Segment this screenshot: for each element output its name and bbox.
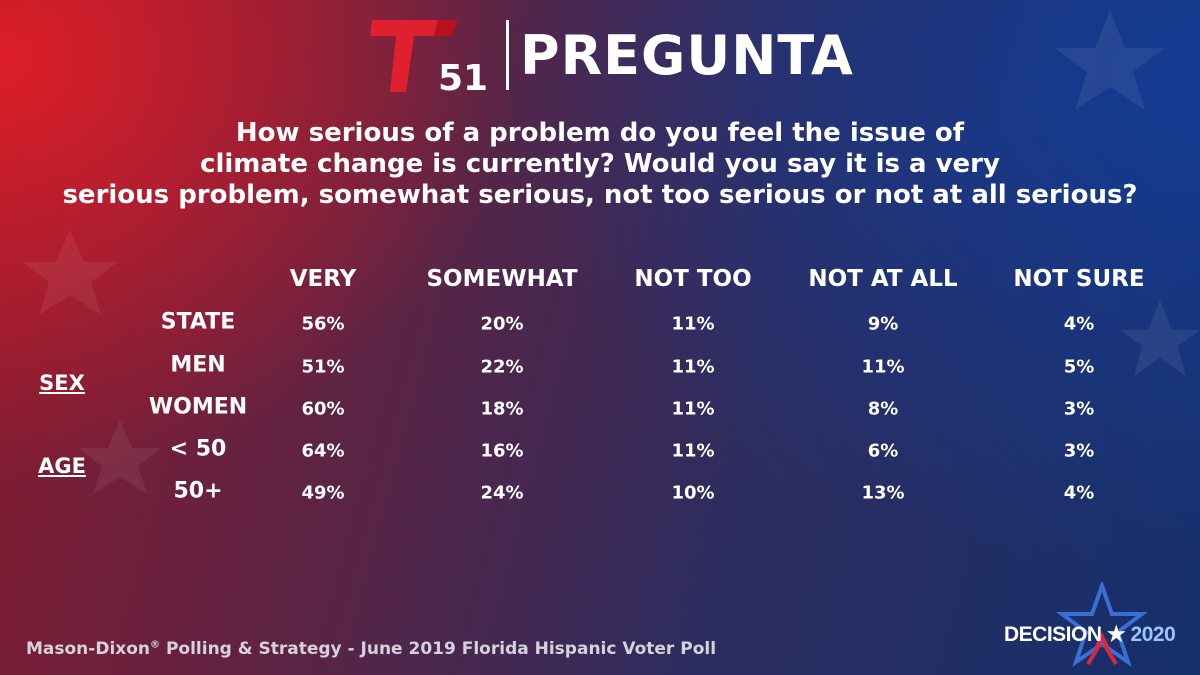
table-cell: 18% bbox=[480, 398, 524, 420]
column-header: NOT SURE bbox=[1013, 266, 1145, 292]
table-cell: 51% bbox=[301, 356, 345, 378]
question-line: serious problem, somewhat serious, not t… bbox=[62, 180, 1138, 210]
decision-2020-star-icon bbox=[1056, 582, 1148, 668]
row-label: 50+ bbox=[173, 478, 223, 504]
table-cell: 11% bbox=[671, 356, 715, 378]
registered-mark: ® bbox=[150, 639, 161, 651]
source-footer: Mason-Dixon® Polling & Strategy - June 2… bbox=[26, 639, 716, 659]
table-cell: 11% bbox=[671, 313, 715, 335]
row-label: < 50 bbox=[169, 436, 227, 462]
table-cell: 60% bbox=[301, 398, 345, 420]
logo-divider bbox=[506, 20, 509, 90]
table-cell: 11% bbox=[671, 440, 715, 462]
page-title: PREGUNTA bbox=[520, 24, 854, 87]
table-cell: 22% bbox=[480, 356, 524, 378]
table-cell: 3% bbox=[1063, 440, 1095, 462]
row-label: MEN bbox=[170, 352, 226, 378]
badge-year: 2020 bbox=[1130, 623, 1176, 646]
table-cell: 4% bbox=[1063, 482, 1095, 504]
poll-question: How serious of a problem do you feel the… bbox=[40, 118, 1160, 211]
row-label: STATE bbox=[160, 309, 236, 335]
table-cell: 5% bbox=[1063, 356, 1095, 378]
table-cell: 20% bbox=[480, 313, 524, 335]
group-label: SEX bbox=[39, 371, 85, 395]
table-cell: 11% bbox=[861, 356, 905, 378]
table-cell: 16% bbox=[480, 440, 524, 462]
table-cell: 49% bbox=[301, 482, 345, 504]
question-line: How serious of a problem do you feel the… bbox=[235, 118, 965, 148]
row-label: WOMEN bbox=[148, 394, 248, 420]
group-label: AGE bbox=[38, 454, 86, 478]
table-cell: 11% bbox=[671, 398, 715, 420]
table-cell: 24% bbox=[480, 482, 524, 504]
table-cell: 9% bbox=[867, 313, 899, 335]
logo-number: 51 bbox=[438, 58, 488, 96]
table-cell: 56% bbox=[301, 313, 345, 335]
column-header: VERY bbox=[289, 266, 357, 292]
telemundo-logo: 51 bbox=[370, 20, 488, 96]
column-header: SOMEWHAT bbox=[426, 266, 578, 292]
table-cell: 4% bbox=[1063, 313, 1095, 335]
table-cell: 10% bbox=[671, 482, 715, 504]
badge-star: ★ bbox=[1106, 623, 1126, 646]
column-header: NOT AT ALL bbox=[808, 266, 958, 292]
table-cell: 3% bbox=[1063, 398, 1095, 420]
decision-2020-badge: DECISION ★ 2020 bbox=[1004, 622, 1176, 647]
question-line: climate change is currently? Would you s… bbox=[200, 149, 1000, 179]
column-header: NOT TOO bbox=[634, 266, 752, 292]
table-cell: 64% bbox=[301, 440, 345, 462]
table-cell: 6% bbox=[867, 440, 899, 462]
table-cell: 8% bbox=[867, 398, 899, 420]
table-cell: 13% bbox=[861, 482, 905, 504]
source-suffix: Polling & Strategy - June 2019 Florida H… bbox=[160, 639, 717, 659]
badge-word: DECISION bbox=[1004, 623, 1102, 646]
source-prefix: Mason-Dixon bbox=[26, 639, 151, 659]
